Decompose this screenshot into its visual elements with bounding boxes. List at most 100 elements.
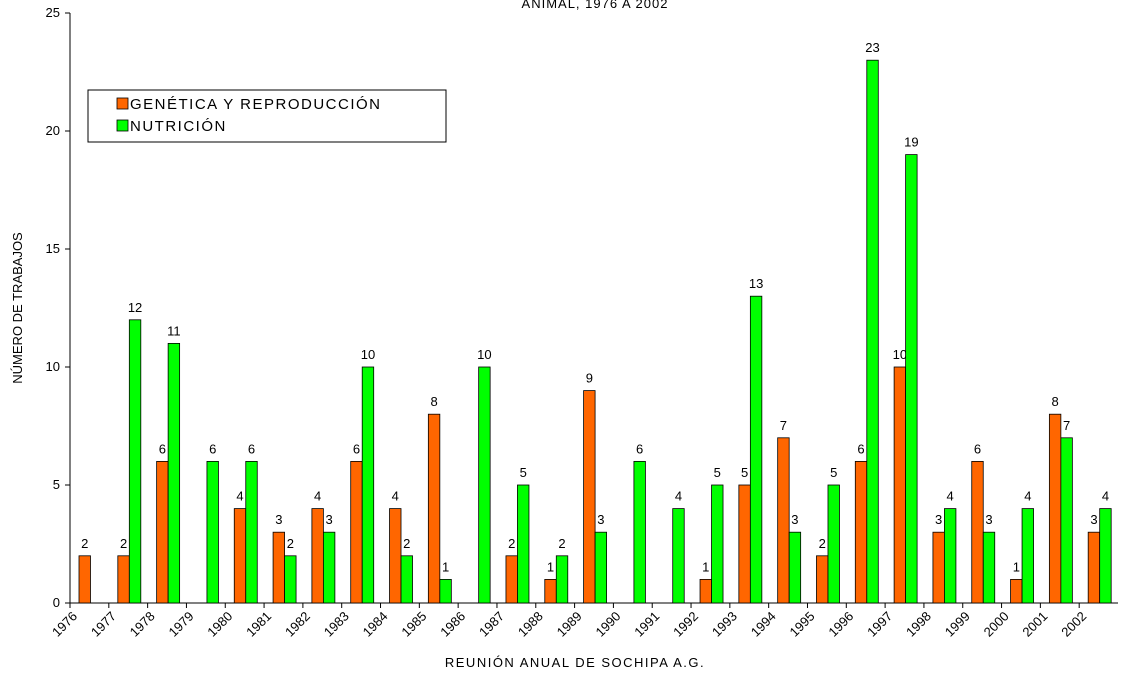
bar [932, 531, 945, 604]
data-label: 2 [287, 536, 294, 551]
data-label: 7 [1063, 418, 1070, 433]
bar [1010, 579, 1023, 604]
bar [749, 295, 763, 604]
bar [478, 366, 491, 604]
bar [944, 508, 957, 604]
legend-swatch [116, 97, 129, 110]
data-label: 13 [749, 276, 763, 291]
bar [555, 555, 569, 604]
x-tick-label: 1999 [942, 609, 973, 640]
data-label: 9 [586, 371, 593, 386]
bar [400, 555, 413, 604]
data-label: 3 [791, 512, 798, 527]
legend-box [87, 89, 447, 143]
x-tick-label: 1985 [398, 609, 429, 640]
data-label: 2 [819, 536, 826, 551]
data-label: 3 [1090, 512, 1097, 527]
bar [633, 460, 646, 604]
bar [816, 555, 829, 604]
x-tick-label: 1977 [88, 609, 119, 640]
data-label: 7 [780, 418, 787, 433]
data-label: 5 [741, 465, 748, 480]
bar [350, 460, 363, 604]
bar [427, 413, 441, 604]
x-tick-label: 1996 [825, 609, 856, 640]
y-tick-label: 10 [46, 359, 60, 374]
data-label: 6 [159, 441, 166, 456]
bar [827, 484, 840, 604]
bar [505, 555, 518, 604]
bar [893, 366, 907, 604]
y-tick-label: 15 [46, 241, 60, 256]
data-label: 2 [81, 536, 88, 551]
bar [322, 531, 336, 604]
x-tick-label: 2002 [1058, 609, 1089, 640]
bar [711, 484, 724, 604]
x-tick-label: 1986 [437, 609, 468, 640]
bar [672, 508, 685, 604]
data-label: 8 [1052, 394, 1059, 409]
data-label: 5 [714, 465, 721, 480]
x-tick-label: 1983 [321, 609, 352, 640]
bar [583, 390, 596, 604]
x-tick-label: 1989 [554, 609, 585, 640]
bar [544, 579, 557, 604]
data-label: 6 [353, 441, 360, 456]
bar [594, 531, 607, 604]
data-label: 3 [326, 512, 333, 527]
data-label: 1 [547, 559, 554, 574]
y-axis-label: NÚMERO DE TRABAJOS [10, 232, 25, 384]
x-tick-label: 1982 [282, 609, 313, 640]
data-label: 5 [830, 465, 837, 480]
bar [699, 579, 712, 604]
data-label: 3 [935, 512, 942, 527]
data-label: 4 [392, 489, 399, 504]
x-tick-label: 1980 [204, 609, 235, 640]
bar [866, 59, 879, 604]
bar [1087, 531, 1101, 604]
bar [311, 508, 324, 604]
bar [206, 460, 219, 604]
data-label: 6 [974, 441, 981, 456]
data-label: 3 [597, 512, 604, 527]
x-tick-label: 1981 [243, 609, 274, 640]
y-tick-label: 20 [46, 123, 60, 138]
data-label: 3 [275, 512, 282, 527]
bar [117, 555, 130, 604]
x-tick-label: 1987 [476, 609, 507, 640]
data-label: 1 [702, 559, 709, 574]
data-label: 10 [361, 347, 375, 362]
bar [971, 460, 984, 604]
x-tick-label: 1978 [127, 609, 158, 640]
bar [361, 366, 375, 604]
data-label: 4 [314, 489, 321, 504]
bar [78, 555, 91, 604]
data-label: 2 [508, 536, 515, 551]
bar [1048, 413, 1062, 604]
data-label: 10 [477, 347, 491, 362]
bar [854, 460, 868, 604]
bar [777, 437, 790, 604]
bar [517, 484, 530, 604]
data-label: 1 [442, 559, 449, 574]
data-label: 2 [403, 536, 410, 551]
bar [439, 579, 452, 604]
x-tick-label: 1984 [360, 609, 391, 640]
y-tick-label: 5 [53, 477, 60, 492]
data-label: 11 [167, 323, 181, 338]
data-label: 4 [947, 489, 954, 504]
bar [156, 460, 169, 604]
legend-label: GENÉTICA Y REPRODUCCIÓN [130, 96, 382, 113]
bar [389, 508, 402, 604]
y-tick-label: 0 [53, 595, 60, 610]
bar [1099, 508, 1112, 604]
x-tick-label: 1979 [166, 609, 197, 640]
data-label: 23 [865, 40, 879, 55]
bar [272, 531, 285, 604]
x-tick-label: 2001 [1019, 609, 1050, 640]
bar [738, 484, 751, 604]
data-label: 19 [904, 135, 918, 150]
data-label: 6 [857, 441, 864, 456]
x-axis-label: REUNIÓN ANUAL DE SOCHIPA A.G. [445, 655, 705, 670]
